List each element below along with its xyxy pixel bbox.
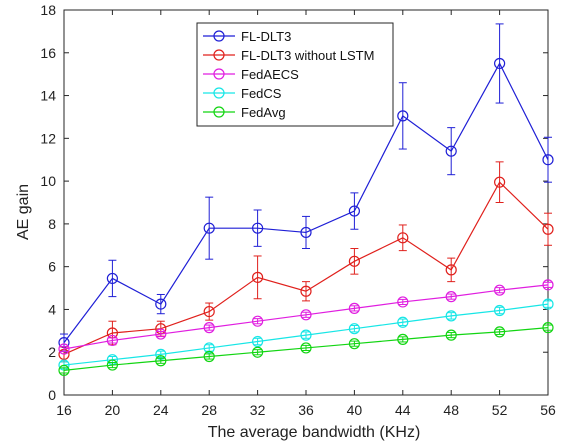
y-tick-label: 2 — [48, 344, 56, 360]
data-point — [58, 364, 70, 377]
data-point — [300, 342, 312, 354]
y-tick-label: 18 — [40, 2, 56, 18]
data-point — [203, 342, 215, 354]
data-point — [203, 350, 215, 363]
data-point — [348, 338, 360, 350]
y-axis-title: AE gain — [15, 184, 32, 240]
legend-label: FedAvg — [241, 105, 286, 120]
data-point — [155, 355, 167, 367]
data-point — [445, 145, 457, 157]
data-point — [106, 272, 119, 285]
data-point — [252, 222, 264, 234]
series-4 — [58, 322, 554, 377]
data-point — [542, 279, 554, 291]
legend: FL-DLT3 FL-DLT3 without LSTM FedAECS FedCS F… — [196, 22, 394, 127]
data-point — [348, 323, 360, 335]
legend-marker — [213, 106, 225, 118]
data-point — [445, 264, 457, 276]
y-tick-label: 0 — [48, 387, 56, 403]
data-point — [494, 284, 506, 296]
data-point — [445, 291, 457, 303]
data-point — [397, 110, 409, 122]
data-point — [397, 333, 409, 345]
x-tick-label: 32 — [250, 402, 266, 418]
legend-marker — [213, 49, 225, 61]
x-tick-label: 44 — [395, 402, 411, 418]
data-point — [494, 57, 506, 70]
data-point — [252, 271, 264, 283]
y-tick-label: 8 — [48, 216, 56, 232]
legend-marker — [213, 68, 225, 80]
data-point — [106, 359, 119, 371]
y-tick-label: 6 — [48, 259, 56, 275]
data-point — [58, 343, 70, 355]
legend-label: FedCS — [241, 86, 282, 101]
data-point — [300, 285, 312, 297]
data-point — [155, 328, 167, 340]
data-point — [203, 305, 215, 318]
x-tick-label: 48 — [443, 402, 459, 418]
data-point — [155, 298, 167, 310]
series-line — [63, 181, 549, 355]
y-tick-label: 10 — [40, 173, 56, 189]
data-point — [106, 334, 119, 347]
data-point — [252, 346, 264, 358]
x-tick-label: 52 — [492, 402, 508, 418]
data-point — [542, 298, 554, 310]
x-tick-label: 56 — [540, 402, 556, 418]
legend-marker — [213, 30, 225, 42]
data-point — [542, 322, 554, 334]
data-point — [252, 315, 264, 327]
y-tick-label: 12 — [40, 130, 56, 146]
data-point — [203, 322, 215, 334]
data-point — [542, 223, 554, 235]
data-point — [397, 296, 409, 308]
data-point — [348, 302, 360, 314]
data-point — [494, 176, 506, 188]
x-tick-label: 20 — [105, 402, 121, 418]
legend-label: FL-DLT3 — [241, 29, 291, 44]
x-tick-label: 16 — [56, 402, 72, 418]
data-point — [252, 335, 264, 348]
x-tick-label: 36 — [298, 402, 314, 418]
legend-label: FL-DLT3 without LSTM — [241, 48, 374, 63]
data-point — [445, 310, 457, 322]
data-point — [300, 329, 312, 341]
data-point — [445, 329, 457, 341]
data-point — [542, 154, 554, 166]
y-tick-label: 14 — [40, 88, 56, 104]
data-point — [494, 304, 506, 317]
data-point — [348, 255, 360, 267]
x-tick-label: 40 — [347, 402, 363, 418]
data-point — [348, 205, 360, 217]
data-point — [494, 326, 506, 338]
data-point — [397, 232, 409, 244]
data-point — [397, 316, 409, 328]
series-2 — [58, 279, 554, 355]
legend-marker — [213, 87, 225, 99]
y-tick-label: 16 — [40, 45, 56, 61]
data-point — [203, 222, 215, 234]
data-point — [300, 309, 312, 321]
data-point — [300, 226, 312, 239]
legend-label: FedAECS — [241, 67, 299, 82]
y-tick-label: 4 — [48, 301, 56, 317]
x-tick-label: 24 — [153, 402, 169, 418]
x-tick-label: 28 — [201, 402, 217, 418]
x-axis-title: The average bandwidth (KHz) — [208, 424, 421, 441]
